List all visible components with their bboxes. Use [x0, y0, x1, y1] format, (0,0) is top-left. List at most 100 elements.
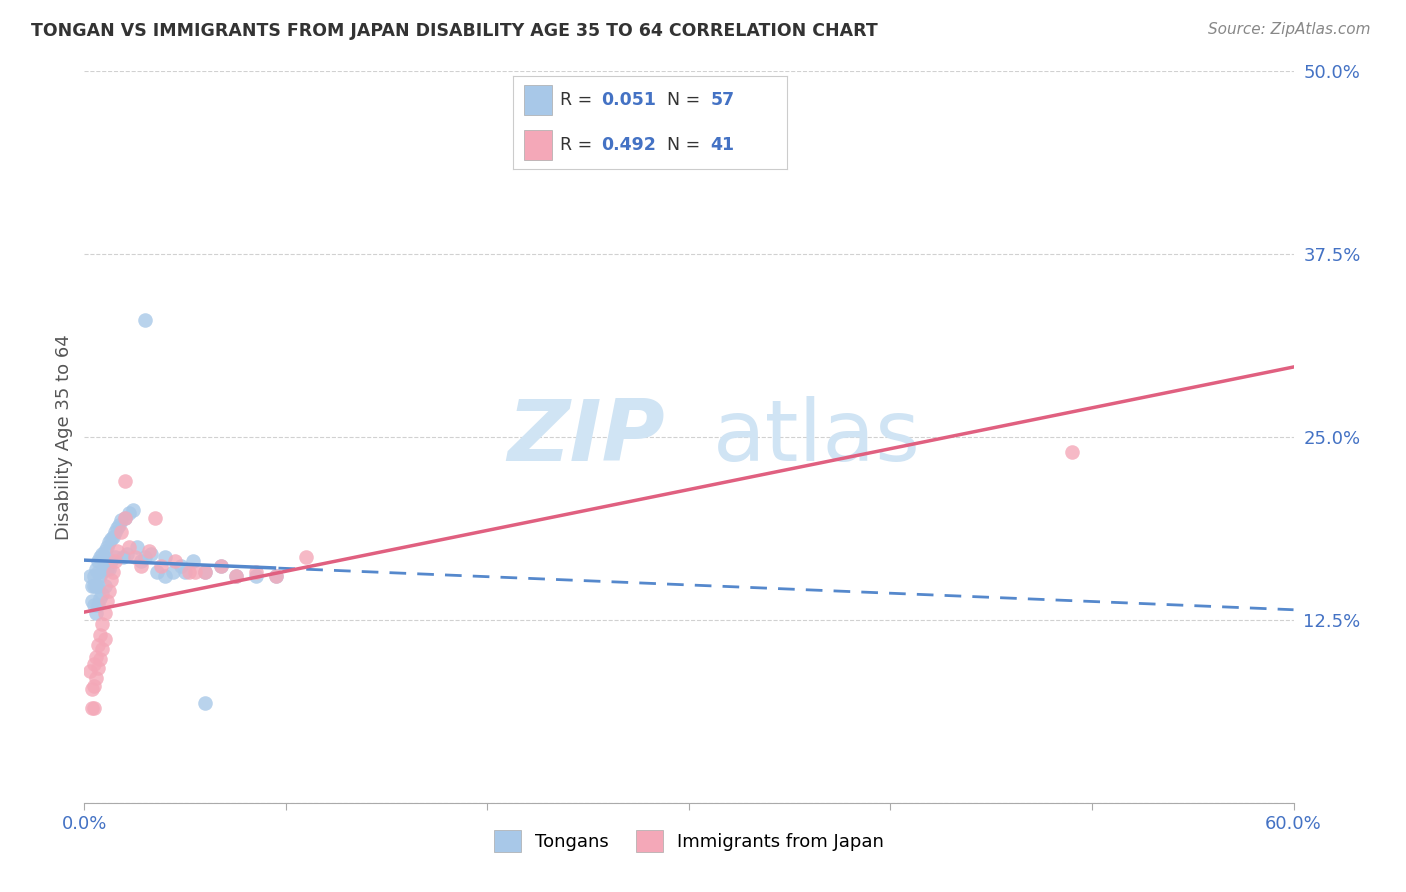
Point	[138, 544, 160, 558]
Point	[87, 599, 110, 613]
Point	[89, 627, 111, 641]
Point	[245, 569, 267, 583]
Text: 57: 57	[710, 91, 735, 109]
Point	[225, 569, 247, 583]
Point	[83, 579, 105, 593]
Point	[93, 544, 115, 558]
Point	[83, 569, 105, 583]
Point	[96, 562, 118, 576]
Point	[245, 565, 267, 579]
Point	[209, 558, 232, 573]
Point	[174, 565, 197, 579]
Point	[89, 549, 111, 564]
Text: atlas: atlas	[713, 395, 921, 479]
Point	[184, 565, 207, 579]
Point	[82, 579, 104, 593]
Point	[82, 594, 104, 608]
Point	[139, 547, 162, 561]
Text: 0.051: 0.051	[600, 91, 657, 109]
Point	[129, 554, 152, 568]
Point	[89, 652, 111, 666]
Point	[91, 565, 114, 579]
Text: Source: ZipAtlas.com: Source: ZipAtlas.com	[1208, 22, 1371, 37]
Point	[101, 530, 124, 544]
Point	[153, 549, 176, 564]
Legend: Tongans, Immigrants from Japan: Tongans, Immigrants from Japan	[486, 823, 891, 860]
Point	[134, 313, 156, 327]
Point	[209, 558, 232, 573]
Point	[93, 558, 115, 572]
Point	[105, 521, 128, 535]
Point	[89, 569, 111, 583]
Point	[93, 606, 115, 620]
Point	[149, 558, 172, 573]
Point	[115, 547, 138, 561]
Point	[93, 632, 115, 646]
Point	[86, 562, 108, 576]
Point	[153, 569, 176, 583]
Point	[100, 554, 122, 568]
Text: ZIP: ZIP	[508, 395, 665, 479]
Point	[83, 700, 105, 714]
Point	[162, 565, 184, 579]
Point	[110, 525, 132, 540]
Point	[83, 679, 105, 693]
Point	[170, 558, 193, 573]
Point	[86, 606, 108, 620]
Point	[110, 513, 132, 527]
Point	[101, 565, 124, 579]
Point	[114, 474, 136, 488]
Point	[89, 591, 111, 605]
Point	[105, 544, 128, 558]
Point	[165, 554, 187, 568]
Point	[143, 510, 166, 524]
Point	[181, 554, 204, 568]
Point	[100, 574, 122, 588]
Point	[146, 565, 169, 579]
Point	[83, 657, 105, 671]
Point	[125, 540, 148, 554]
Point	[179, 565, 201, 579]
Point	[295, 549, 318, 564]
Point	[97, 535, 120, 549]
Point	[96, 594, 118, 608]
Point	[87, 565, 110, 579]
Point	[1060, 444, 1083, 458]
Point	[194, 565, 217, 579]
FancyBboxPatch shape	[524, 85, 551, 115]
Point	[79, 664, 101, 678]
Point	[97, 562, 120, 576]
Point	[87, 579, 110, 593]
Point	[93, 579, 115, 593]
Point	[129, 558, 152, 573]
Point	[194, 565, 217, 579]
Point	[91, 586, 114, 600]
Point	[87, 638, 110, 652]
Point	[91, 642, 114, 657]
Point	[107, 517, 129, 532]
Point	[82, 681, 104, 696]
Point	[87, 661, 110, 675]
Point	[104, 554, 127, 568]
FancyBboxPatch shape	[524, 130, 551, 160]
Point	[114, 510, 136, 524]
Text: 41: 41	[710, 136, 735, 154]
Point	[86, 579, 108, 593]
Point	[111, 549, 134, 564]
Point	[134, 549, 156, 564]
Point	[100, 533, 122, 547]
Point	[86, 649, 108, 664]
Text: R =: R =	[560, 136, 598, 154]
Point	[121, 503, 143, 517]
Point	[83, 599, 105, 613]
Point	[82, 700, 104, 714]
Text: N =: N =	[666, 91, 706, 109]
Point	[86, 672, 108, 686]
Point	[124, 549, 146, 564]
Point	[114, 510, 136, 524]
Point	[104, 525, 127, 540]
Text: R =: R =	[560, 91, 598, 109]
Point	[91, 617, 114, 632]
Point	[79, 569, 101, 583]
Point	[96, 540, 118, 554]
